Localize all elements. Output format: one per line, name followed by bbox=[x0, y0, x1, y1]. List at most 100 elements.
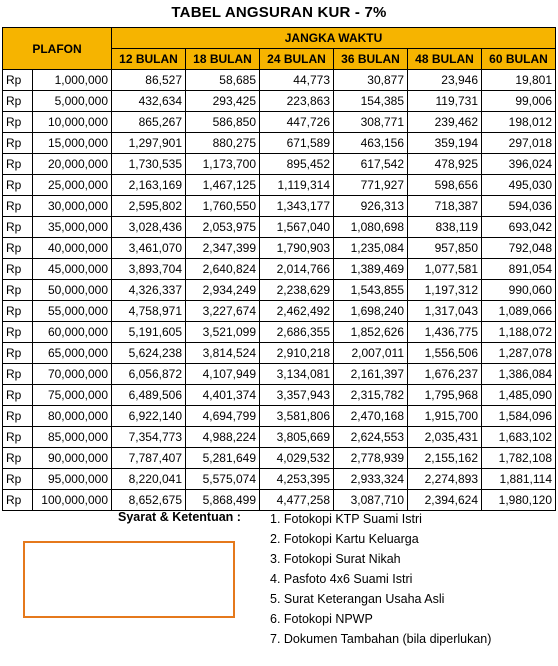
installment-cell: 1,317,043 bbox=[407, 300, 482, 322]
installment-cell: 2,933,324 bbox=[333, 468, 408, 490]
table-row: Rp 100,000,000 8,652,675 5,868,499 4,477,258… bbox=[2, 489, 557, 511]
installment-cell: 895,452 bbox=[259, 153, 334, 175]
terms-item: 5. Surat Keterangan Usaha Asli bbox=[270, 592, 445, 606]
installment-cell: 495,030 bbox=[480, 174, 557, 196]
installment-cell: 1,197,312 bbox=[407, 279, 482, 301]
installment-cell: 2,014,766 bbox=[259, 258, 334, 280]
installment-cell: 308,771 bbox=[333, 111, 408, 133]
installment-cell: 2,155,162 bbox=[407, 447, 482, 469]
terms-item: 6. Fotokopi NPWP bbox=[270, 612, 373, 626]
installment-cell: 2,035,431 bbox=[407, 426, 482, 448]
installment-cell: 598,656 bbox=[407, 174, 482, 196]
installment-cell: 5,281,649 bbox=[185, 447, 260, 469]
installment-cell: 2,686,355 bbox=[259, 321, 334, 343]
installment-cell: 2,624,553 bbox=[333, 426, 408, 448]
installment-cell: 1,386,084 bbox=[480, 363, 557, 385]
currency-cell: Rp bbox=[2, 447, 33, 469]
currency-cell: Rp bbox=[2, 111, 33, 133]
installment-cell: 2,462,492 bbox=[259, 300, 334, 322]
installment-cell: 1,089,066 bbox=[480, 300, 557, 322]
installment-cell: 4,694,799 bbox=[185, 405, 260, 427]
installment-cell: 5,575,074 bbox=[185, 468, 260, 490]
installment-cell: 3,814,524 bbox=[185, 342, 260, 364]
plafon-cell: 30,000,000 bbox=[32, 195, 112, 217]
installment-cell: 594,036 bbox=[480, 195, 557, 217]
installment-cell: 1,567,040 bbox=[259, 216, 334, 238]
currency-cell: Rp bbox=[2, 405, 33, 427]
currency-cell: Rp bbox=[2, 258, 33, 280]
installment-cell: 8,652,675 bbox=[111, 489, 186, 511]
plafon-cell: 40,000,000 bbox=[32, 237, 112, 259]
currency-cell: Rp bbox=[2, 237, 33, 259]
table-row: Rp 60,000,000 5,191,605 3,521,099 2,686,355 1… bbox=[2, 321, 557, 343]
terms-label: Syarat & Ketentuan : bbox=[118, 510, 241, 524]
installment-cell: 1,173,700 bbox=[185, 153, 260, 175]
table-row: Rp 30,000,000 2,595,802 1,760,550 1,343,177 9… bbox=[2, 195, 557, 217]
installment-cell: 6,056,872 bbox=[111, 363, 186, 385]
installment-cell: 2,394,624 bbox=[407, 489, 482, 511]
installment-cell: 1,287,078 bbox=[480, 342, 557, 364]
installment-cell: 6,489,506 bbox=[111, 384, 186, 406]
terms-list: 1. Fotokopi KTP Suami Istri 2. Fotokopi K… bbox=[270, 509, 491, 649]
installment-cell: 293,425 bbox=[185, 90, 260, 112]
installment-cell: 2,274,893 bbox=[407, 468, 482, 490]
installment-cell: 1,584,096 bbox=[480, 405, 557, 427]
installment-cell: 3,357,943 bbox=[259, 384, 334, 406]
installment-cell: 880,275 bbox=[185, 132, 260, 154]
installment-cell: 432,634 bbox=[111, 90, 186, 112]
installment-table: PLAFON JANGKA WAKTU 12 BULAN 18 BULAN 24 B… bbox=[2, 27, 557, 511]
table-row: Rp 1,000,000 86,527 58,685 44,773 30,877 23,94… bbox=[2, 69, 557, 91]
installment-cell: 2,934,249 bbox=[185, 279, 260, 301]
installment-cell: 3,461,070 bbox=[111, 237, 186, 259]
plafon-cell: 20,000,000 bbox=[32, 153, 112, 175]
installment-cell: 1,436,775 bbox=[407, 321, 482, 343]
table-row: Rp 50,000,000 4,326,337 2,934,249 2,238,629 1… bbox=[2, 279, 557, 301]
plafon-cell: 10,000,000 bbox=[32, 111, 112, 133]
installment-cell: 396,024 bbox=[480, 153, 557, 175]
installment-cell: 1,235,084 bbox=[333, 237, 408, 259]
installment-cell: 7,354,773 bbox=[111, 426, 186, 448]
plafon-header: PLAFON bbox=[2, 27, 112, 70]
orange-outline-box bbox=[23, 541, 235, 618]
installment-cell: 1,683,102 bbox=[480, 426, 557, 448]
installment-cell: 2,910,218 bbox=[259, 342, 334, 364]
currency-cell: Rp bbox=[2, 384, 33, 406]
currency-cell: Rp bbox=[2, 174, 33, 196]
installment-cell: 865,267 bbox=[111, 111, 186, 133]
installment-cell: 86,527 bbox=[111, 69, 186, 91]
installment-cell: 1,760,550 bbox=[185, 195, 260, 217]
installment-cell: 119,731 bbox=[407, 90, 482, 112]
installment-cell: 2,161,397 bbox=[333, 363, 408, 385]
table-row: Rp 65,000,000 5,624,238 3,814,524 2,910,218 2… bbox=[2, 342, 557, 364]
plafon-cell: 70,000,000 bbox=[32, 363, 112, 385]
currency-cell: Rp bbox=[2, 69, 33, 91]
installment-cell: 891,054 bbox=[480, 258, 557, 280]
installment-cell: 1,188,072 bbox=[480, 321, 557, 343]
installment-cell: 1,915,700 bbox=[407, 405, 482, 427]
installment-cell: 2,640,824 bbox=[185, 258, 260, 280]
plafon-cell: 55,000,000 bbox=[32, 300, 112, 322]
installment-cell: 4,326,337 bbox=[111, 279, 186, 301]
installment-cell: 478,925 bbox=[407, 153, 482, 175]
installment-cell: 7,787,407 bbox=[111, 447, 186, 469]
table-row: Rp 85,000,000 7,354,773 4,988,224 3,805,669 2… bbox=[2, 426, 557, 448]
installment-cell: 447,726 bbox=[259, 111, 334, 133]
installment-cell: 586,850 bbox=[185, 111, 260, 133]
plafon-cell: 35,000,000 bbox=[32, 216, 112, 238]
table-row: Rp 35,000,000 3,028,436 2,053,975 1,567,040 1… bbox=[2, 216, 557, 238]
installment-cell: 1,343,177 bbox=[259, 195, 334, 217]
installment-cell: 1,467,125 bbox=[185, 174, 260, 196]
table-row: Rp 10,000,000 865,267 586,850 447,726 308,771… bbox=[2, 111, 557, 133]
table-row: Rp 90,000,000 7,787,407 5,281,649 4,029,532 2… bbox=[2, 447, 557, 469]
installment-cell: 2,007,011 bbox=[333, 342, 408, 364]
table-row: Rp 45,000,000 3,893,704 2,640,824 2,014,766 1… bbox=[2, 258, 557, 280]
table-row: Rp 75,000,000 6,489,506 4,401,374 3,357,943 2… bbox=[2, 384, 557, 406]
plafon-cell: 95,000,000 bbox=[32, 468, 112, 490]
currency-cell: Rp bbox=[2, 153, 33, 175]
installment-cell: 3,581,806 bbox=[259, 405, 334, 427]
plafon-cell: 65,000,000 bbox=[32, 342, 112, 364]
table-row: Rp 15,000,000 1,297,901 880,275 671,589 463,1… bbox=[2, 132, 557, 154]
terms-item: 4. Pasfoto 4x6 Suami Istri bbox=[270, 572, 413, 586]
currency-cell: Rp bbox=[2, 321, 33, 343]
installment-cell: 2,595,802 bbox=[111, 195, 186, 217]
